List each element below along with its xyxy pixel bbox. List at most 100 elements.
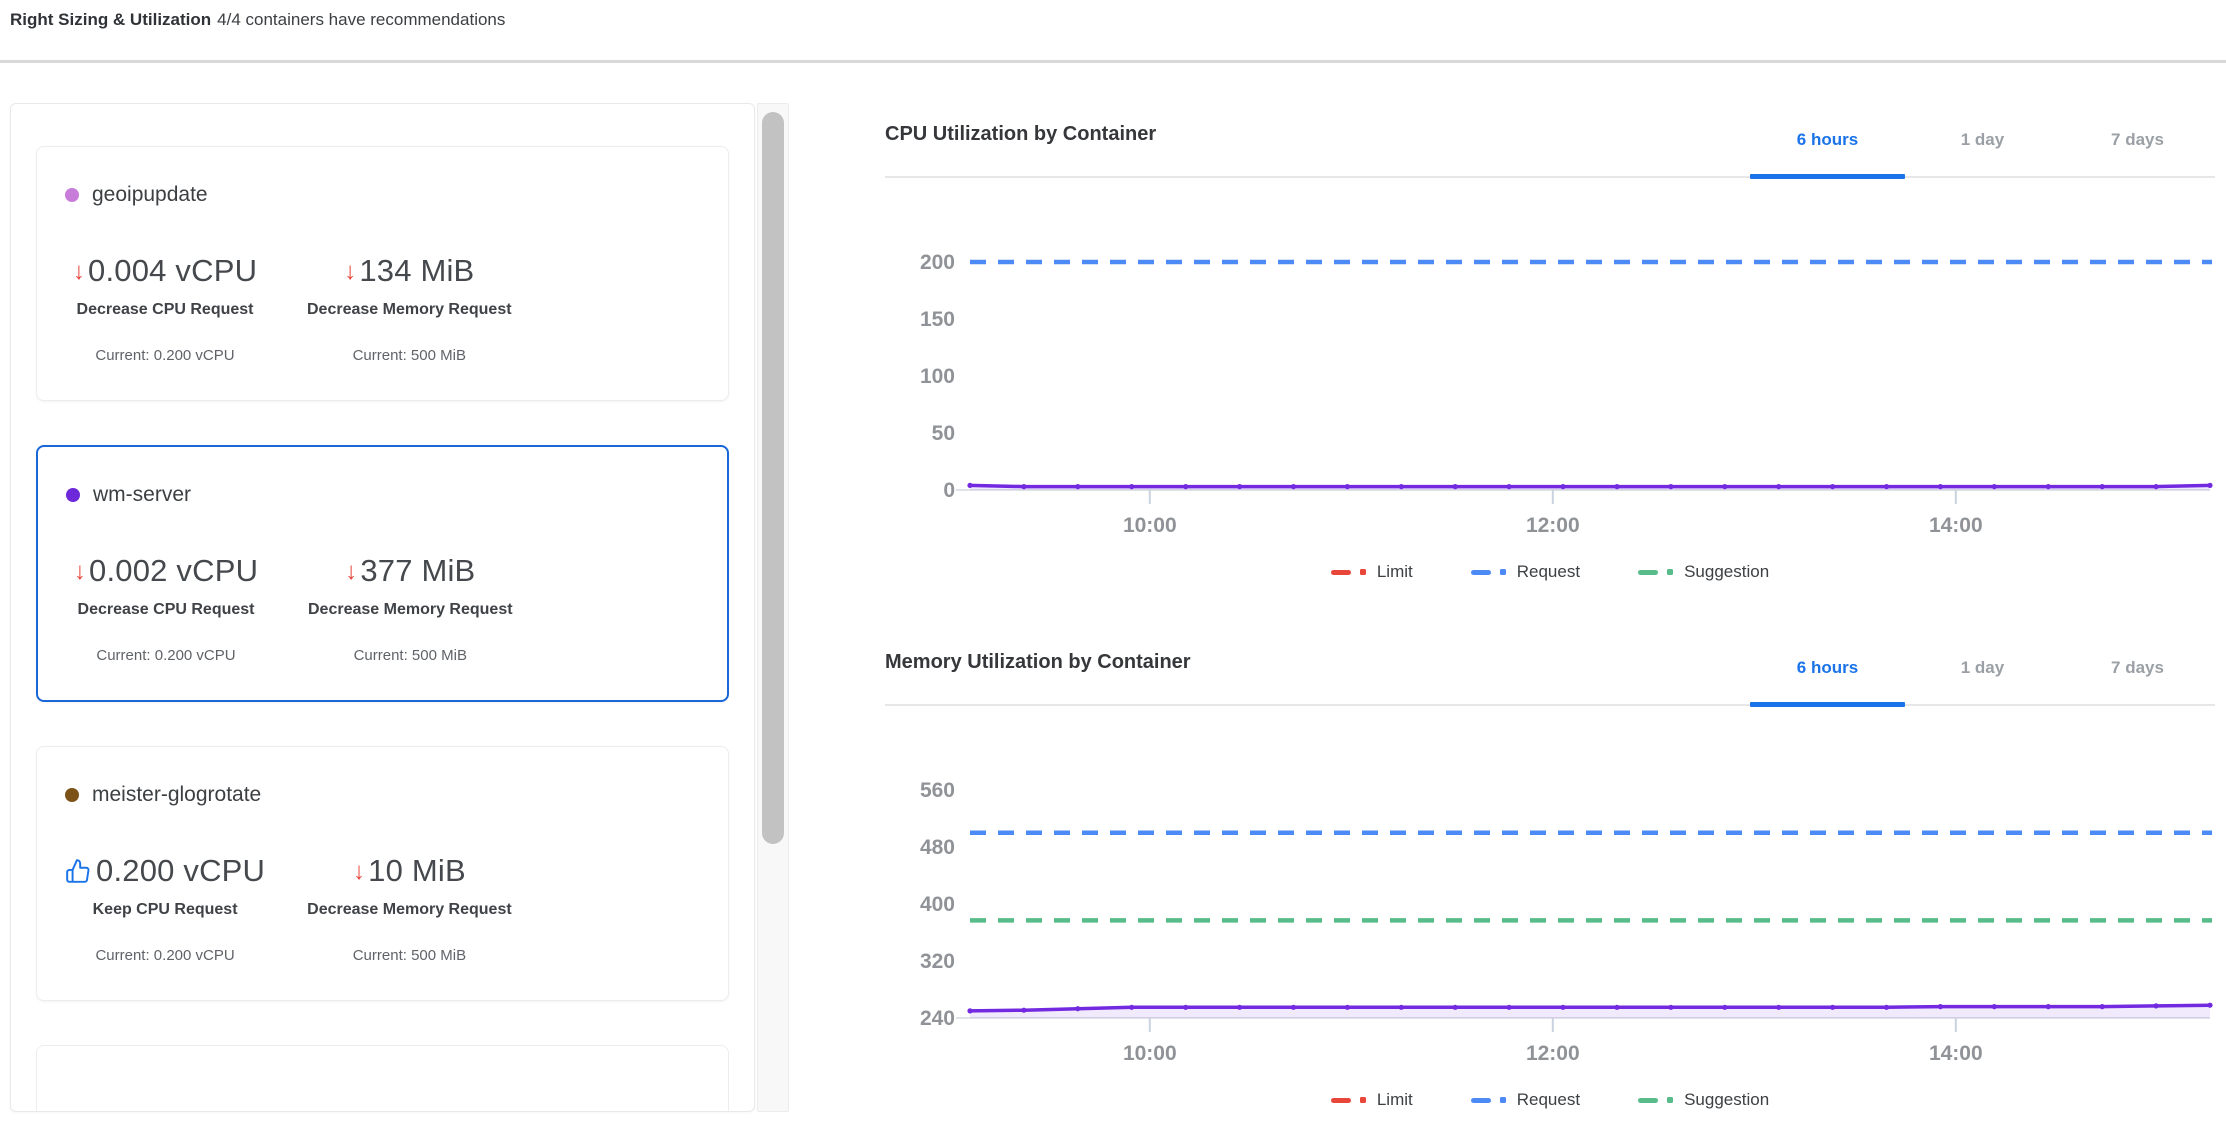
- limit-line-swatch: [1330, 569, 1351, 575]
- limit-dot-swatch: [1359, 569, 1366, 575]
- suggestion-dot-swatch: [1667, 569, 1674, 575]
- memory-recommendation: ↓10 MiB Decrease Memory Request Current:…: [307, 853, 512, 964]
- cpu-current-value: Current: 0.200 vCPU: [96, 647, 236, 664]
- svg-text:10:00: 10:00: [1123, 514, 1177, 537]
- svg-text:14:00: 14:00: [1929, 514, 1983, 537]
- limit-line-swatch: [1330, 1097, 1351, 1103]
- container-name: geoipupdate: [92, 183, 208, 206]
- cpu-recommendation: ↓0.002 vCPU Decrease CPU Request Current…: [66, 553, 266, 664]
- container-card-wm-server[interactable]: wm-server ↓0.002 vCPU Decrease CPU Reque…: [36, 445, 729, 702]
- memory-recommended-value: ↓377 MiB: [345, 553, 476, 588]
- tab-1-day[interactable]: 1 day: [1960, 130, 2005, 149]
- container-name: wm-server: [93, 483, 191, 506]
- svg-text:12:00: 12:00: [1526, 514, 1580, 537]
- arrow-down-icon: ↓: [344, 258, 357, 285]
- memory-current-value: Current: 500 MiB: [352, 947, 467, 964]
- cpu-chart-title: CPU Utilization by Container: [885, 123, 1157, 145]
- container-color-dot: [65, 188, 79, 202]
- cpu-chart-legend: Limit Request Suggestion: [885, 562, 2215, 582]
- memory-current-value: Current: 500 MiB: [352, 347, 466, 364]
- page-title: Right Sizing & Utilization 4/4 containers…: [10, 8, 505, 32]
- tab-6-hours[interactable]: 6 hours: [1750, 130, 1905, 179]
- svg-text:100: 100: [920, 365, 955, 388]
- tab-7-days[interactable]: 7 days: [2111, 658, 2164, 677]
- svg-text:0: 0: [943, 479, 955, 502]
- memory-action-label: Decrease Memory Request: [307, 301, 512, 318]
- request-line-swatch: [1470, 569, 1491, 575]
- cpu-recommendation: 0.200 vCPU Keep CPU Request Current: 0.2…: [65, 853, 265, 964]
- cpu-chart-section: CPU Utilization by Container 6 hours 1 d…: [885, 118, 2215, 582]
- arrow-down-icon: ↓: [73, 558, 87, 585]
- svg-text:400: 400: [920, 893, 955, 916]
- svg-text:150: 150: [920, 308, 955, 331]
- cpu-action-label: Decrease CPU Request: [77, 601, 255, 618]
- cpu-current-value: Current: 0.200 vCPU: [95, 347, 235, 364]
- memory-recommended-value: ↓10 MiB: [352, 853, 466, 888]
- suggestion-dot-swatch: [1667, 1097, 1674, 1103]
- memory-recommendation: ↓377 MiB Decrease Memory Request Current…: [308, 553, 513, 664]
- cpu-current-value: Current: 0.200 vCPU: [95, 947, 235, 964]
- suggestion-line-swatch: [1638, 1097, 1659, 1103]
- cpu-recommended-value: 0.200 vCPU: [65, 853, 265, 889]
- tab-6-hours[interactable]: 6 hours: [1750, 658, 1905, 707]
- svg-text:320: 320: [920, 950, 955, 973]
- header-divider: [0, 60, 2226, 63]
- arrow-down-icon: ↓: [345, 558, 358, 585]
- memory-current-value: Current: 500 MiB: [353, 647, 467, 664]
- container-card-meister-glogrotate[interactable]: meister-glogrotate 0.200 vCPU Keep CPU R…: [36, 746, 729, 1001]
- request-dot-swatch: [1499, 569, 1506, 575]
- limit-dot-swatch: [1359, 1097, 1366, 1103]
- memory-chart-legend: Limit Request Suggestion: [885, 1090, 2215, 1110]
- svg-text:480: 480: [920, 836, 955, 859]
- memory-chart-section: Memory Utilization by Container 6 hours …: [885, 646, 2215, 1110]
- cpu-action-label: Keep CPU Request: [92, 901, 238, 918]
- memory-chart-title: Memory Utilization by Container: [885, 651, 1191, 673]
- memory-action-label: Decrease Memory Request: [308, 601, 513, 618]
- memory-action-label: Decrease Memory Request: [307, 901, 512, 918]
- memory-time-range-tabs: 6 hours 1 day 7 days: [1750, 658, 2215, 707]
- svg-text:14:00: 14:00: [1929, 1042, 1983, 1065]
- request-dot-swatch: [1499, 1097, 1506, 1103]
- svg-text:240: 240: [920, 1007, 955, 1030]
- tab-7-days[interactable]: 7 days: [2111, 130, 2164, 149]
- svg-text:560: 560: [920, 779, 955, 802]
- thumbs-up-icon: [66, 859, 90, 883]
- container-list-panel: geoipupdate ↓0.004 vCPU Decrease CPU Req…: [10, 103, 755, 1112]
- arrow-down-icon: ↓: [72, 258, 86, 285]
- memory-recommended-value: ↓134 MiB: [344, 253, 475, 288]
- page-subtitle: 4/4 containers have recommendations: [217, 10, 506, 29]
- charts-column: CPU Utilization by Container 6 hours 1 d…: [885, 118, 2215, 1110]
- legend-item-request: Request: [1470, 562, 1580, 582]
- legend-item-limit: Limit: [1330, 1090, 1413, 1110]
- cpu-recommendation: ↓0.004 vCPU Decrease CPU Request Current…: [65, 253, 265, 364]
- list-scrollbar-thumb[interactable]: [762, 112, 784, 844]
- memory-utilization-plot: 240 320 400 480 560 10:00 12:00 14:00: [920, 779, 2213, 1065]
- arrow-down-icon: ↓: [352, 858, 366, 885]
- svg-text:50: 50: [932, 422, 955, 445]
- cpu-action-label: Decrease CPU Request: [76, 301, 254, 318]
- cpu-utilization-plot: 0 50 100 150 200 10:00 12:00 14:00: [920, 251, 2213, 537]
- list-scrollbar-track[interactable]: [757, 103, 789, 1112]
- legend-item-suggestion: Suggestion: [1638, 562, 1769, 582]
- container-color-dot: [66, 488, 80, 502]
- suggestion-line-swatch: [1638, 569, 1659, 575]
- container-name: meister-glogrotate: [92, 783, 262, 806]
- svg-text:200: 200: [920, 251, 955, 274]
- container-card-partial[interactable]: [36, 1045, 729, 1111]
- cpu-chart-header: CPU Utilization by Container 6 hours 1 d…: [885, 118, 2215, 179]
- legend-item-request: Request: [1470, 1090, 1580, 1110]
- cpu-time-range-tabs: 6 hours 1 day 7 days: [1750, 130, 2215, 179]
- cpu-recommended-value: ↓0.004 vCPU: [72, 253, 258, 288]
- cpu-recommended-value: ↓0.002 vCPU: [73, 553, 259, 588]
- container-color-dot: [65, 788, 79, 802]
- tab-1-day[interactable]: 1 day: [1960, 658, 2005, 677]
- container-card-geoipupdate[interactable]: geoipupdate ↓0.004 vCPU Decrease CPU Req…: [36, 146, 729, 401]
- memory-chart-header: Memory Utilization by Container 6 hours …: [885, 646, 2215, 707]
- page-title-text: Right Sizing & Utilization: [10, 10, 212, 29]
- svg-text:12:00: 12:00: [1526, 1042, 1580, 1065]
- request-line-swatch: [1470, 1097, 1491, 1103]
- legend-item-limit: Limit: [1330, 562, 1413, 582]
- svg-text:10:00: 10:00: [1123, 1042, 1177, 1065]
- memory-recommendation: ↓134 MiB Decrease Memory Request Current…: [307, 253, 512, 364]
